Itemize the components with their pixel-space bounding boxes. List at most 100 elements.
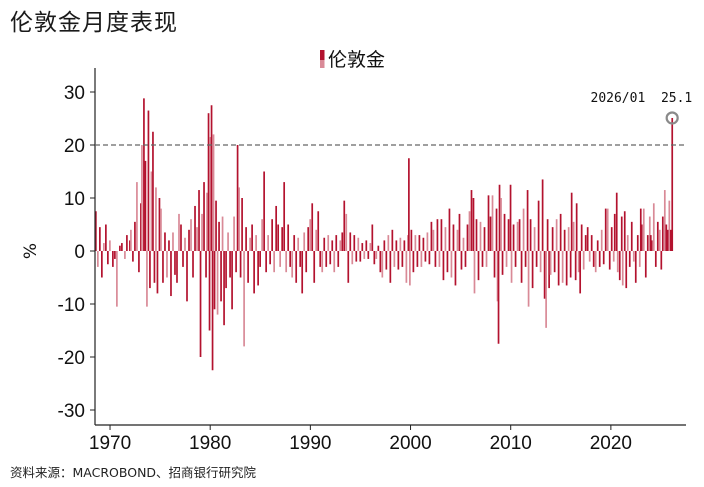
bar bbox=[533, 227, 536, 251]
bar bbox=[109, 240, 111, 251]
bar bbox=[212, 134, 215, 251]
bar bbox=[227, 232, 229, 251]
bar bbox=[208, 251, 211, 331]
bar bbox=[251, 224, 253, 251]
bar bbox=[107, 251, 109, 265]
bar bbox=[428, 251, 431, 265]
bar bbox=[209, 137, 212, 251]
bar bbox=[616, 251, 619, 273]
bar bbox=[648, 216, 651, 251]
bar bbox=[238, 187, 240, 251]
bar bbox=[333, 251, 336, 273]
bar bbox=[361, 243, 364, 251]
bar bbox=[192, 251, 194, 278]
bar bbox=[520, 251, 523, 283]
bar bbox=[602, 251, 605, 265]
bar bbox=[263, 171, 265, 251]
bar bbox=[436, 219, 439, 251]
bar bbox=[650, 240, 653, 251]
bar bbox=[401, 251, 404, 267]
bar bbox=[221, 216, 224, 251]
bar bbox=[503, 213, 506, 251]
bar bbox=[397, 251, 400, 270]
bar bbox=[124, 251, 126, 259]
bar bbox=[608, 251, 611, 270]
bar bbox=[509, 184, 512, 251]
bar bbox=[481, 251, 484, 267]
bar bbox=[529, 219, 532, 251]
bar bbox=[391, 229, 394, 251]
bar bbox=[663, 190, 666, 251]
bar bbox=[559, 213, 562, 251]
bar bbox=[247, 251, 249, 283]
bar bbox=[293, 235, 296, 251]
bar bbox=[586, 227, 589, 251]
bar bbox=[371, 224, 374, 251]
bar bbox=[615, 192, 618, 251]
y-axis-label: % bbox=[21, 243, 41, 259]
bar bbox=[410, 229, 413, 251]
legend: 伦敦金 bbox=[320, 49, 385, 71]
bar bbox=[652, 203, 655, 251]
bar bbox=[301, 251, 304, 294]
bar bbox=[305, 251, 308, 273]
bar bbox=[379, 251, 382, 273]
bar bbox=[317, 211, 320, 251]
bar bbox=[618, 251, 621, 281]
bar bbox=[565, 251, 568, 286]
bar bbox=[546, 219, 549, 251]
bar bbox=[307, 227, 310, 251]
y-tick-label: 0 bbox=[74, 242, 85, 263]
bar bbox=[535, 251, 538, 267]
bar bbox=[545, 251, 547, 328]
bar bbox=[160, 208, 162, 251]
annotation-group: 2026/01 25.1 bbox=[95, 91, 692, 146]
bar bbox=[269, 251, 271, 265]
bar bbox=[138, 251, 140, 273]
y-tick-label: -20 bbox=[58, 348, 85, 369]
bar bbox=[634, 251, 637, 283]
bar bbox=[243, 251, 245, 347]
bar bbox=[600, 229, 603, 251]
bar bbox=[669, 229, 672, 251]
bar bbox=[331, 240, 334, 251]
bars-layer bbox=[95, 98, 674, 371]
bar bbox=[531, 251, 534, 289]
bar bbox=[155, 187, 157, 251]
bar bbox=[541, 179, 544, 251]
bar bbox=[606, 208, 609, 251]
bar bbox=[186, 251, 188, 302]
bar bbox=[548, 251, 550, 289]
bar bbox=[473, 251, 476, 294]
bar bbox=[172, 232, 174, 251]
bar bbox=[381, 251, 384, 278]
bar bbox=[229, 251, 231, 278]
bar bbox=[549, 251, 552, 275]
bar bbox=[567, 227, 570, 251]
bar bbox=[377, 245, 380, 251]
bar bbox=[355, 251, 358, 262]
bar bbox=[291, 251, 294, 278]
bar bbox=[512, 224, 515, 251]
bar bbox=[130, 229, 132, 251]
bar bbox=[146, 251, 148, 307]
bar bbox=[582, 251, 585, 270]
bar bbox=[194, 205, 196, 251]
bar bbox=[640, 224, 643, 251]
bar bbox=[671, 117, 674, 251]
bar bbox=[500, 198, 502, 251]
bar bbox=[516, 221, 519, 251]
bar bbox=[166, 251, 168, 278]
bar bbox=[569, 251, 572, 278]
bar bbox=[369, 243, 372, 251]
bar bbox=[353, 235, 356, 251]
bar bbox=[642, 208, 645, 251]
bar bbox=[349, 232, 352, 251]
bar bbox=[590, 235, 593, 251]
bar bbox=[233, 216, 235, 251]
bar bbox=[518, 219, 521, 251]
bar bbox=[271, 219, 273, 251]
bar bbox=[101, 251, 103, 278]
legend-label: 伦敦金 bbox=[328, 49, 385, 71]
